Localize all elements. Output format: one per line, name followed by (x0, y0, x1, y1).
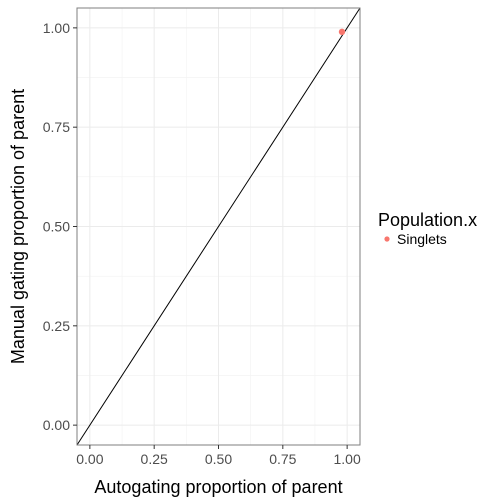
y-tick-label: 1.00 (43, 20, 70, 36)
legend: Population.x Singlets (378, 210, 477, 247)
x-tick-label: 0.25 (141, 451, 168, 467)
legend-title: Population.x (378, 210, 477, 230)
data-points (338, 28, 346, 36)
x-axis-ticks: 0.00 0.25 0.50 0.75 1.00 (76, 445, 361, 467)
y-tick-label: 0.00 (43, 417, 70, 433)
x-tick-label: 0.75 (269, 451, 296, 467)
legend-label: Singlets (397, 231, 447, 247)
x-tick-label: 1.00 (334, 451, 361, 467)
x-tick-label: 0.00 (76, 451, 103, 467)
legend-entries: Singlets (384, 231, 447, 247)
y-tick-label: 0.75 (43, 119, 70, 135)
y-axis-ticks: 0.00 0.25 0.50 0.75 1.00 (43, 20, 77, 433)
x-axis-title: Autogating proportion of parent (94, 477, 342, 497)
y-tick-label: 0.50 (43, 219, 70, 235)
legend-key (384, 236, 390, 242)
data-point (338, 28, 346, 36)
y-axis-title: Manual gating proportion of parent (8, 89, 28, 364)
x-tick-label: 0.50 (205, 451, 232, 467)
reference-line (76, 7, 361, 446)
y-tick-label: 0.25 (43, 318, 70, 334)
reference-line-group (76, 7, 361, 446)
